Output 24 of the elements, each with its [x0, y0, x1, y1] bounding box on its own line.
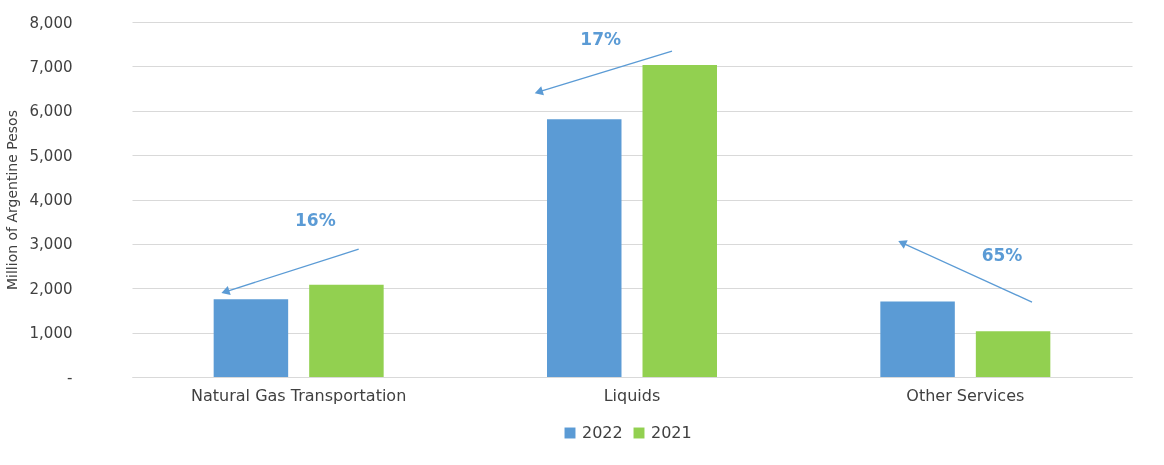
y-tick-label: -	[67, 368, 73, 387]
bar	[213, 299, 289, 377]
y-axis-title: Million of Argentine Pesos	[3, 110, 20, 290]
x-tick-label: Liquids	[603, 385, 661, 405]
annotation: 16%	[294, 209, 336, 230]
bar	[642, 65, 717, 377]
bar	[309, 284, 384, 377]
y-tick-label: 1,000	[29, 324, 73, 343]
bar	[880, 301, 955, 377]
y-tick-label: 5,000	[29, 146, 73, 165]
bar	[975, 331, 1051, 377]
y-tick-label: 6,000	[29, 102, 73, 121]
x-tick-label: Natural Gas Transportation	[191, 385, 407, 405]
annotation: 17%	[580, 29, 622, 50]
y-tick-label: 2,000	[29, 279, 73, 298]
x-tick-label: Other Services	[906, 385, 1025, 405]
y-tick-label: 3,000	[29, 235, 73, 254]
legend-label: 2022	[582, 423, 623, 442]
legend-label: 2021	[651, 423, 692, 442]
annotation: 65%	[981, 244, 1023, 265]
y-tick-label: 8,000	[29, 13, 73, 32]
bar	[547, 119, 622, 377]
y-tick-label: 7,000	[29, 57, 73, 76]
y-tick-label: 4,000	[29, 191, 73, 209]
